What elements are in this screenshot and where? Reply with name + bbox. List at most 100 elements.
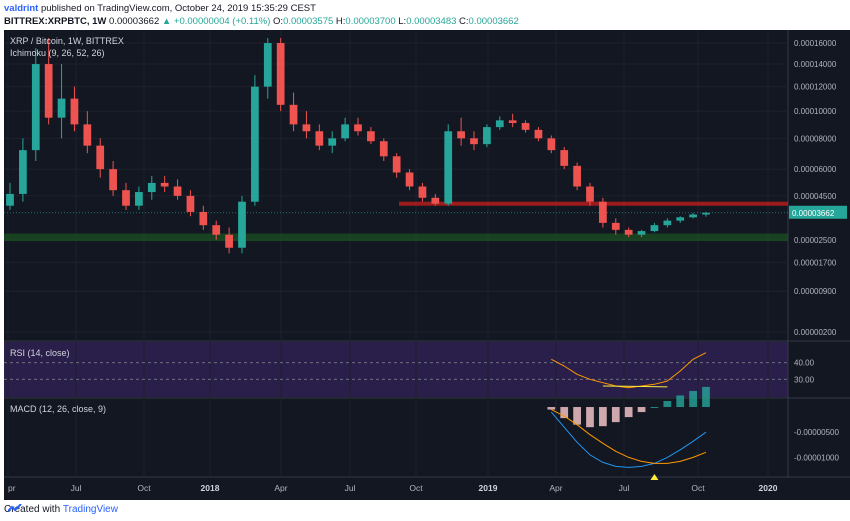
price-axis-label: 0.00001700 <box>794 258 837 267</box>
candle-body <box>663 220 672 226</box>
candle-body <box>534 129 543 139</box>
rsi-title: RSI (14, close) <box>10 348 70 358</box>
macd-axis-label: -0.00000500 <box>794 428 839 437</box>
time-axis-label: pr <box>8 483 16 493</box>
candle-body <box>444 131 453 204</box>
candle-body <box>457 131 465 139</box>
symbol-label: BITTREX:XRPBTC, 1W <box>4 16 107 27</box>
macd-axis-label: -0.00001000 <box>794 453 839 462</box>
publish-info: valdrint published on TradingView.com, O… <box>4 3 316 14</box>
time-axis-label: Apr <box>549 483 562 493</box>
macd-histogram-bar <box>689 390 697 408</box>
candle-body <box>302 124 311 132</box>
ichimoku-title: Ichimoku (9, 26, 52, 26) <box>10 48 105 58</box>
rsi-divergence-line <box>602 385 668 388</box>
macd-histogram-bar <box>624 407 633 418</box>
candle-body <box>289 104 298 125</box>
candle-body <box>186 195 195 212</box>
rsi-pane-bg <box>4 342 788 397</box>
macd-histogram-bar <box>547 407 556 410</box>
tradingview-logo-icon <box>8 504 22 512</box>
macd-histogram-bar <box>573 407 581 425</box>
candle-body <box>173 186 182 196</box>
candle-body <box>676 217 685 221</box>
candle-body <box>650 225 659 232</box>
candle-body <box>431 197 440 204</box>
resistance-zone <box>399 201 788 206</box>
price-axis-label: 0.00002500 <box>794 236 837 245</box>
main-pane[interactable] <box>4 30 788 340</box>
low-value: 0.00003483 <box>406 16 457 27</box>
candle-body <box>70 98 79 125</box>
macd-histogram-bar <box>599 407 607 427</box>
candle-body <box>599 201 607 223</box>
candle-body <box>483 127 491 145</box>
time-axis-label: 2019 <box>479 483 498 493</box>
price-axis-label: 0.00014000 <box>794 60 837 69</box>
last-price: 0.00003662 <box>109 16 160 27</box>
candle-body <box>521 123 530 130</box>
low-label: L: <box>398 16 407 27</box>
axes: 0.00016000 0.00014000 0.00012000 0.00010000… <box>8 39 847 493</box>
price-change: ▲ +0.00000004 (+0.11%) <box>161 16 271 27</box>
author-link[interactable]: valdrint <box>4 3 39 14</box>
support-zone <box>4 233 788 242</box>
candle-body <box>624 229 633 235</box>
price-axis-label: 0.00012000 <box>794 83 837 92</box>
candle-body <box>315 131 324 146</box>
rsi-line <box>551 352 707 389</box>
macd-histogram-bar <box>586 407 594 428</box>
chart-svg[interactable]: 0.00016000 0.00014000 0.00012000 0.00010000… <box>4 30 850 500</box>
candle-body <box>251 86 259 202</box>
candle-body <box>199 211 208 226</box>
macd-histogram-bar <box>702 386 710 408</box>
open-value: 0.00003575 <box>283 16 334 27</box>
candle-body <box>225 234 233 248</box>
price-axis-label: 0.00006000 <box>794 165 837 174</box>
candle-body <box>6 193 14 206</box>
close-value: 0.00003662 <box>468 16 519 27</box>
candle-body <box>212 225 221 235</box>
macd-histogram-bar <box>611 407 620 423</box>
candles <box>6 38 710 254</box>
macd-histogram-bar <box>637 407 646 413</box>
macd-signal-line <box>551 409 707 464</box>
candle-body <box>392 156 401 173</box>
macd-histogram-bar <box>650 407 659 409</box>
time-axis-label: Jul <box>345 483 356 493</box>
time-axis-label: Apr <box>274 483 287 493</box>
candle-body <box>57 98 66 118</box>
main-pane-title: XRP / Bitcoin, 1W, BITTREX <box>10 36 124 46</box>
macd-histogram-bar <box>663 400 672 408</box>
candle-body <box>547 138 556 151</box>
macd-histogram-bar <box>560 407 569 419</box>
candle-body <box>122 190 130 206</box>
candle-body <box>354 124 362 132</box>
candle-body <box>611 222 620 230</box>
candle-body <box>405 172 414 187</box>
macd-title: MACD (12, 26, close, 9) <box>10 404 106 414</box>
time-axis-label: Jul <box>71 483 82 493</box>
candle-body <box>109 169 117 191</box>
chart-area[interactable]: 0.00016000 0.00014000 0.00012000 0.00010000… <box>4 30 850 500</box>
current-price-tag <box>789 205 847 219</box>
candle-body <box>495 120 504 128</box>
candle-body <box>83 124 92 146</box>
symbol-info: BITTREX:XRPBTC, 1W 0.00003662 ▲ +0.00000… <box>4 16 519 27</box>
candle-body <box>470 138 478 145</box>
published-text: published on TradingView.com, October 24… <box>40 3 316 14</box>
candle-body <box>702 212 710 215</box>
time-axis-label: Oct <box>691 483 705 493</box>
price-axis-label: 0.00000900 <box>794 287 837 296</box>
price-axis-label: 0.00008000 <box>794 134 837 143</box>
candle-body <box>573 165 581 187</box>
candle-body <box>238 201 246 248</box>
time-axis-label: Jul <box>619 483 630 493</box>
macd-line <box>550 411 707 468</box>
candle-body <box>367 131 375 142</box>
rsi-axis-label: 40.00 <box>794 359 815 368</box>
candle-body <box>379 141 388 157</box>
footer-brand-link[interactable]: TradingView <box>62 504 118 515</box>
candle-body <box>689 214 697 218</box>
close-label: C: <box>459 16 469 27</box>
